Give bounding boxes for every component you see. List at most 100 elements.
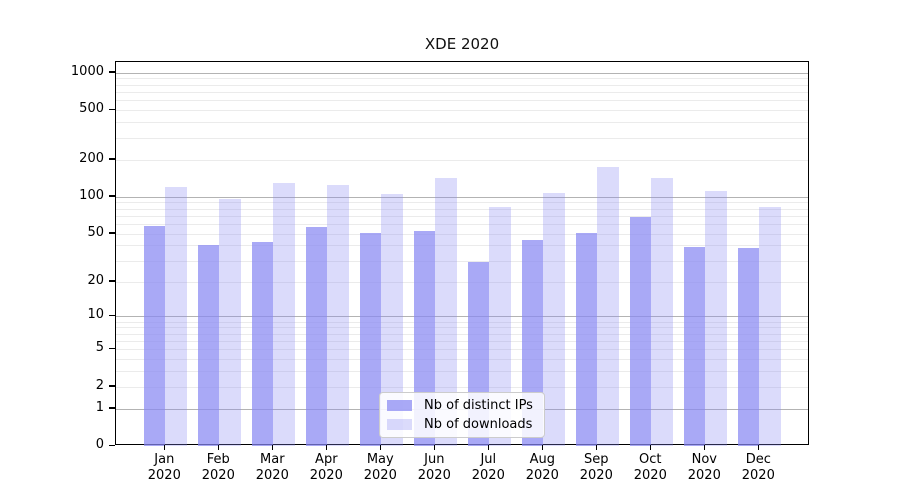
x-tick-label-line: 2020	[309, 468, 343, 483]
legend-label-distinct-ips: Nb of distinct IPs	[424, 398, 533, 413]
gridline-minor-500	[116, 110, 808, 112]
y-tick-mark-2	[109, 385, 115, 387]
bar-nb-of-downloads-may-2020	[381, 194, 403, 446]
gridline-minor-3	[116, 371, 808, 373]
x-tick-label-mar-2020: Mar 2020	[242, 452, 302, 484]
y-tick-mark-10	[109, 314, 115, 317]
bar-nb-of-distinct-ips-jan-2020	[143, 225, 166, 446]
gridline-minor-400	[116, 122, 808, 124]
y-tick-mark-500	[109, 108, 115, 111]
legend-swatch-downloads	[387, 419, 412, 430]
gridline-minor-70	[116, 215, 808, 217]
gridline-minor-60	[116, 223, 808, 225]
x-tick-label-jul-2020: Jul 2020	[458, 452, 518, 484]
bar-nb-of-downloads-apr-2020	[327, 184, 349, 446]
y-tick-label-0: 0	[95, 437, 104, 452]
legend-swatch-distinct-ips	[387, 400, 412, 411]
gridline-minor-6	[116, 340, 808, 342]
x-tick-label-line: 2020	[201, 468, 235, 483]
x-tick-label-line: Aug	[529, 452, 555, 467]
gridline-minor-50	[116, 233, 808, 235]
x-tick-mark-dec-2020	[757, 445, 759, 450]
gridline-major-100	[116, 196, 808, 198]
x-tick-label-sep-2020: Sep 2020	[566, 452, 626, 484]
y-tick-label-200: 200	[79, 150, 104, 166]
gridlines-layer	[116, 62, 808, 444]
bar-nb-of-distinct-ips-mar-2020	[251, 241, 274, 446]
gridline-minor-20	[116, 281, 808, 283]
x-tick-label-line: Jul	[480, 452, 497, 467]
plot-area: Nb of distinct IPs Nb of downloads	[115, 61, 809, 446]
y-tick-mark-100	[109, 195, 115, 197]
y-tick-mark-20	[109, 280, 115, 282]
bar-nb-of-downloads-jan-2020	[165, 187, 187, 446]
x-tick-label-aug-2020: Aug 2020	[512, 452, 572, 484]
y-tick-label-1: 1	[95, 399, 104, 415]
x-tick-label-feb-2020: Feb 2020	[188, 452, 248, 484]
y-tick-mark-50	[109, 232, 115, 234]
y-tick-label-50: 50	[87, 224, 104, 240]
bars-layer	[116, 62, 808, 446]
bar-nb-of-downloads-nov-2020	[705, 190, 727, 446]
x-tick-label-line: Nov	[691, 452, 717, 467]
x-tick-label-jun-2020: Jun 2020	[404, 452, 464, 484]
bar-nb-of-distinct-ips-may-2020	[359, 232, 382, 446]
bar-nb-of-downloads-aug-2020	[543, 193, 565, 446]
x-tick-label-may-2020: May 2020	[350, 452, 410, 484]
x-tick-label-line: 2020	[471, 468, 505, 483]
gridline-major-10	[116, 316, 808, 318]
x-tick-label-line: May	[366, 452, 394, 467]
x-tick-mark-apr-2020	[325, 445, 328, 450]
y-tick-mark-200	[109, 158, 115, 160]
y-tick-mark-1000	[109, 71, 115, 73]
legend-entry-distinct-ips: Nb of distinct IPs	[387, 397, 537, 414]
gridline-minor-80	[116, 208, 808, 210]
gridline-minor-200	[116, 159, 808, 161]
x-tick-mark-feb-2020	[217, 445, 220, 450]
x-tick-label-line: 2020	[417, 468, 451, 483]
y-tick-mark-0	[109, 444, 115, 446]
y-tick-label-500: 500	[79, 101, 104, 117]
gridline-minor-8	[116, 327, 808, 329]
y-tick-label-10: 10	[87, 307, 104, 323]
x-tick-label-line: Oct	[639, 452, 662, 467]
x-tick-label-line: Jun	[424, 452, 445, 467]
gridline-minor-900	[116, 78, 808, 80]
bar-nb-of-downloads-dec-2020	[759, 206, 781, 446]
legend-entry-downloads: Nb of downloads	[387, 416, 537, 433]
bar-nb-of-distinct-ips-sep-2020	[575, 232, 598, 446]
y-tick-label-5: 5	[95, 340, 104, 356]
gridline-minor-600	[116, 100, 808, 102]
legend-label-downloads: Nb of downloads	[424, 417, 533, 432]
bar-nb-of-distinct-ips-feb-2020	[197, 245, 220, 446]
y-tick-label-2: 2	[95, 377, 104, 393]
x-tick-label-nov-2020: Nov 2020	[674, 452, 734, 484]
x-tick-label-line: 2020	[363, 468, 397, 483]
gridline-minor-7	[116, 333, 808, 335]
x-tick-label-line: Dec	[745, 452, 771, 467]
x-tick-label-oct-2020: Oct 2020	[620, 452, 680, 484]
x-tick-mark-oct-2020	[649, 445, 651, 450]
bar-nb-of-downloads-feb-2020	[219, 199, 241, 446]
y-tick-label-1000: 1000	[70, 63, 104, 79]
bar-nb-of-distinct-ips-apr-2020	[305, 226, 328, 446]
x-tick-mark-mar-2020	[271, 445, 274, 450]
x-tick-label-line: 2020	[741, 468, 775, 483]
gridline-minor-800	[116, 84, 808, 86]
x-tick-label-jan-2020: Jan 2020	[134, 452, 194, 484]
x-tick-mark-jul-2020	[487, 445, 490, 450]
gridline-minor-4	[116, 359, 808, 360]
x-tick-mark-jun-2020	[433, 445, 436, 450]
y-tick-mark-5	[109, 347, 115, 350]
gridline-minor-2	[116, 386, 808, 388]
x-tick-label-line: Feb	[206, 452, 230, 467]
y-tick-label-20: 20	[87, 272, 104, 288]
gridline-minor-5	[116, 349, 808, 351]
legend: Nb of distinct IPs Nb of downloads	[379, 392, 545, 438]
chart-title: XDE 2020	[424, 35, 500, 53]
x-tick-label-line: 2020	[633, 468, 667, 483]
bar-nb-of-distinct-ips-nov-2020	[683, 246, 706, 446]
gridline-minor-9	[116, 321, 808, 323]
x-tick-label-line: Sep	[584, 452, 609, 467]
